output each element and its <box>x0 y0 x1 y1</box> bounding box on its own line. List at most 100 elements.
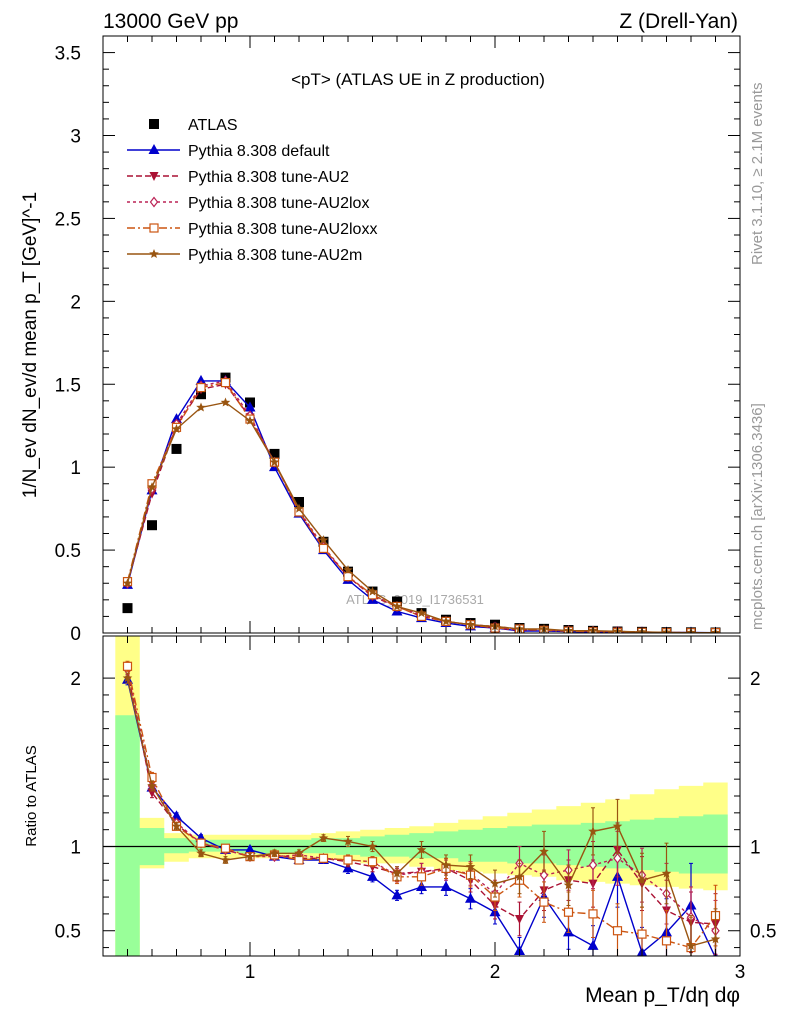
ratio-y-tick-label: 0.5 <box>55 922 81 943</box>
data-point-au2m <box>441 616 451 626</box>
legend-marker-au2 <box>149 172 159 181</box>
data-point-au2m <box>196 402 206 412</box>
data-point-data <box>122 603 133 614</box>
uncertainty-band-inner <box>115 715 728 956</box>
data-point-data <box>269 448 280 459</box>
ratio-point-au2lox <box>613 852 622 864</box>
ratio-point-default <box>342 862 354 873</box>
data-point-au2m <box>367 586 378 596</box>
ratio-point-au2m <box>171 821 182 831</box>
ratio-point-default <box>244 843 256 854</box>
ratio-y-tick-label-right: 0.5 <box>750 922 776 943</box>
data-point-au2loxx <box>220 377 231 388</box>
y-tick-label: 0.5 <box>55 541 81 562</box>
y-tick-label: 3.5 <box>55 44 81 65</box>
ratio-y-axis-label: Ratio to ATLAS <box>23 745 40 846</box>
y-tick-label: 1 <box>70 458 81 479</box>
data-point-au2m <box>122 578 133 588</box>
ratio-point-au2loxx <box>637 929 647 939</box>
ratio-panel: 0.5 0.5 1 1 2 2 1 2 3 Ratio to ATLAS Mean p_T/dη… <box>23 635 776 1007</box>
main-chart-title: <pT> (ATLAS UE in Z production) <box>291 70 545 89</box>
data-point-default <box>244 401 256 412</box>
data-point-data <box>147 520 157 531</box>
ratio-point-au2lox <box>539 869 549 881</box>
data-point-au2m <box>392 601 402 611</box>
x-tick-label: 3 <box>735 962 746 983</box>
ratio-point-default <box>367 870 378 881</box>
ratio-point-au2loxx <box>367 857 378 867</box>
y-tick-label: 3 <box>70 127 81 148</box>
data-point-au2m <box>269 457 280 467</box>
ratio-point-au2lox <box>588 859 598 871</box>
data-point-au2m <box>245 415 255 425</box>
ratio-point-au2m <box>612 821 623 831</box>
legend-marker-default <box>148 144 160 154</box>
ratio-point-au2m <box>245 851 255 861</box>
ratio-point-au2m <box>269 848 280 858</box>
ratio-point-default <box>391 889 403 900</box>
y-tick-label: 0 <box>70 624 81 645</box>
ratio-point-default <box>587 939 599 950</box>
ratio-y-tick-label: 2 <box>70 669 81 690</box>
data-point-default <box>171 413 182 424</box>
data-point-au2loxx <box>343 572 353 582</box>
ratio-point-default <box>465 892 476 903</box>
legend-marker-au2lox <box>149 196 159 208</box>
ratio-point-au2m <box>686 940 696 950</box>
data-point-au2m <box>220 397 231 407</box>
main-y-axis-label: 1/N_ev dN_ev/d mean p_T [GeV]^-1 <box>20 192 41 498</box>
legend-label: Pythia 8.308 default <box>188 143 330 160</box>
x-axis-label: Mean p_T/dη dφ <box>585 984 740 1007</box>
ratio-point-au2loxx <box>220 843 231 853</box>
ratio-point-au2m <box>514 871 525 881</box>
x-tick-label: 2 <box>490 962 501 983</box>
y-tick-label: 1.5 <box>55 375 81 396</box>
legend-marker-au2m <box>149 249 159 258</box>
ratio-point-au2loxx <box>318 853 329 863</box>
legend-label: Pythia 8.308 tune-AU2m <box>188 247 362 264</box>
ratio-point-au2m <box>122 673 133 683</box>
ratio-point-au2loxx <box>612 926 623 936</box>
legend: ATLAS Pythia 8.308 default Pythia 8.308 tu… <box>127 117 377 264</box>
mcplots-label: mcplots.cern.ch [arXiv:1306.3436] <box>749 403 766 630</box>
ratio-point-au2m <box>318 833 329 843</box>
ratio-point-au2m <box>465 861 476 871</box>
ratio-point-au2loxx <box>563 907 574 917</box>
ratio-point-au2m <box>147 780 157 790</box>
ratio-point-au2 <box>515 914 524 924</box>
uncertainty-band-outer <box>115 636 728 956</box>
ratio-point-au2loxx <box>539 897 549 907</box>
legend-marker-au2loxx <box>149 223 159 233</box>
ratio-point-default <box>416 880 427 891</box>
ratio-point-au2m <box>710 934 721 944</box>
ratio-point-au2loxx <box>588 909 598 919</box>
ratio-y-tick-label-right: 1 <box>750 838 761 859</box>
ratio-point-au2m <box>490 878 500 888</box>
ratio-point-au2m <box>343 836 353 846</box>
data-point-au2loxx <box>318 543 329 554</box>
data-point-au2m <box>147 482 157 492</box>
ratio-point-au2m <box>539 846 549 856</box>
ratio-point-au2m <box>392 868 402 878</box>
ratio-point-au2m <box>588 826 598 836</box>
ratio-point-au2m <box>441 860 451 870</box>
data-point-data <box>171 443 182 454</box>
ratio-point-au2m <box>563 880 574 890</box>
data-point-au2m <box>465 619 476 629</box>
data-point-data <box>294 496 304 507</box>
ratio-point-default <box>440 880 452 891</box>
ratio-point-au2loxx <box>122 661 133 671</box>
y-tick-label: 2 <box>70 292 81 313</box>
header-right-label: Z (Drell-Yan) <box>619 10 738 33</box>
data-point-au2m <box>171 424 182 434</box>
y-tick-label: 2.5 <box>55 209 81 230</box>
rivet-label: Rivet 3.1.10, ≥ 2.1M events <box>749 83 766 266</box>
data-point-au2m <box>416 608 427 618</box>
ratio-point-au2m <box>661 868 672 878</box>
ratio-point-au2m <box>416 844 427 854</box>
ratio-point-au2m <box>196 848 206 858</box>
legend-label: Pythia 8.308 tune-AU2 <box>188 169 349 186</box>
ratio-point-au2loxx <box>196 838 206 848</box>
ratio-point-au2m <box>220 855 231 864</box>
